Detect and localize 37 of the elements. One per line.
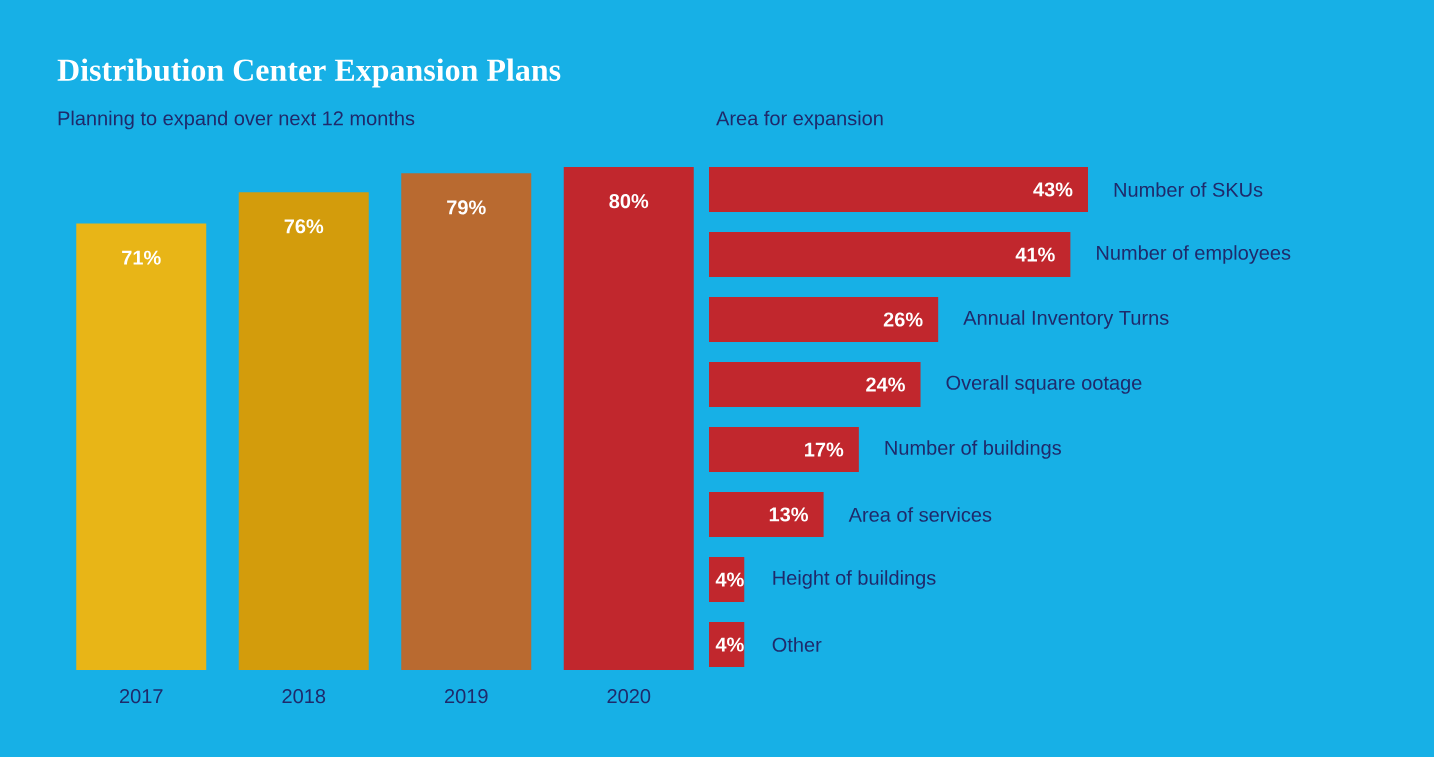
data-label: 43% bbox=[1033, 182, 1073, 197]
chart-title: Distribution Center Expansion Plans bbox=[57, 58, 561, 88]
data-label: 41% bbox=[1015, 247, 1055, 262]
data-label: 24% bbox=[866, 377, 905, 392]
data-label: 17% bbox=[805, 442, 844, 457]
data-label: 76% bbox=[284, 219, 324, 234]
data-label: 4% bbox=[715, 572, 744, 587]
y-tick-label: Number of buildings bbox=[885, 440, 1061, 459]
data-label: 79% bbox=[447, 200, 486, 215]
bar bbox=[709, 492, 824, 537]
x-tick-label: 2017 bbox=[120, 689, 163, 704]
chart-subtitle: Area for expansion bbox=[716, 110, 883, 130]
y-tick-label: Other bbox=[772, 637, 822, 652]
bar bbox=[563, 167, 694, 670]
y-tick-label: Area of services bbox=[848, 507, 992, 522]
bar bbox=[709, 427, 859, 472]
bar bbox=[709, 362, 921, 407]
y-tick-label: Height of buildings bbox=[773, 570, 936, 589]
data-label: 13% bbox=[769, 507, 809, 522]
bar bbox=[238, 192, 369, 670]
bar bbox=[709, 167, 1088, 212]
y-tick-label: Number of SKUs bbox=[1114, 182, 1263, 197]
y-tick-label: Annual Inventory Turns bbox=[963, 310, 1169, 329]
bar bbox=[709, 297, 939, 342]
data-label: 71% bbox=[122, 250, 161, 265]
data-label: 80% bbox=[609, 194, 649, 209]
y-tick-label: Number of employees bbox=[1097, 245, 1291, 264]
bar bbox=[709, 232, 1071, 277]
bar bbox=[401, 173, 532, 670]
x-tick-label: 2019 bbox=[445, 689, 488, 704]
x-tick-label: 2020 bbox=[607, 689, 651, 704]
data-label: 4% bbox=[715, 637, 744, 652]
x-tick-label: 2018 bbox=[282, 689, 326, 704]
chart-subtitle: Planning to expand over next 12 months bbox=[58, 110, 415, 130]
bar bbox=[76, 223, 207, 670]
y-tick-label: Overall square ootage bbox=[946, 375, 1142, 394]
data-label: 26% bbox=[883, 312, 923, 327]
